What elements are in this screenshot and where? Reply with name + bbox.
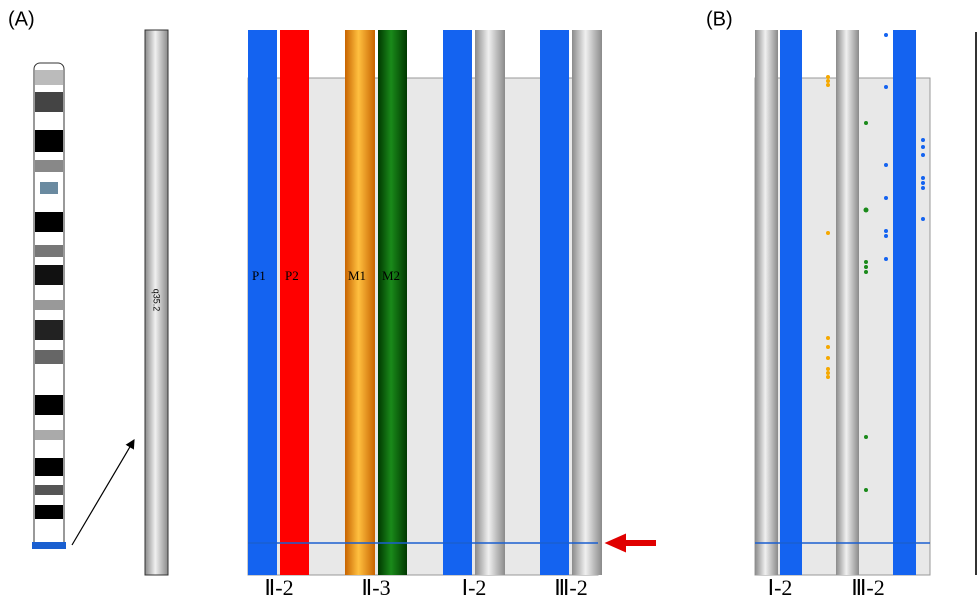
individual-label: Ⅱ-3 — [361, 575, 390, 600]
individual-label: Ⅲ-2 — [851, 575, 885, 600]
zoom-arrow — [72, 440, 134, 545]
figure: (A) (B) q35.2 P1 P2 M1 M2 Ⅱ-2 Ⅱ-3 Ⅰ-2 Ⅲ-… — [0, 0, 980, 606]
haplotype-label: M1 — [348, 268, 366, 283]
individual-label: Ⅰ-2 — [768, 575, 793, 600]
red-arrow — [607, 535, 655, 551]
individual-label: Ⅰ-2 — [462, 575, 487, 600]
ideogram — [32, 63, 66, 549]
panel-label: (A) — [8, 8, 35, 30]
panel-label: (B) — [706, 8, 733, 30]
haplotype-label: M2 — [382, 268, 400, 283]
individual-label: Ⅲ-2 — [554, 575, 588, 600]
haplotype-label: P2 — [285, 268, 299, 283]
individual-label: Ⅱ-2 — [264, 575, 293, 600]
haplotype-label: P1 — [252, 268, 266, 283]
band-label: q35.2 — [152, 289, 162, 312]
